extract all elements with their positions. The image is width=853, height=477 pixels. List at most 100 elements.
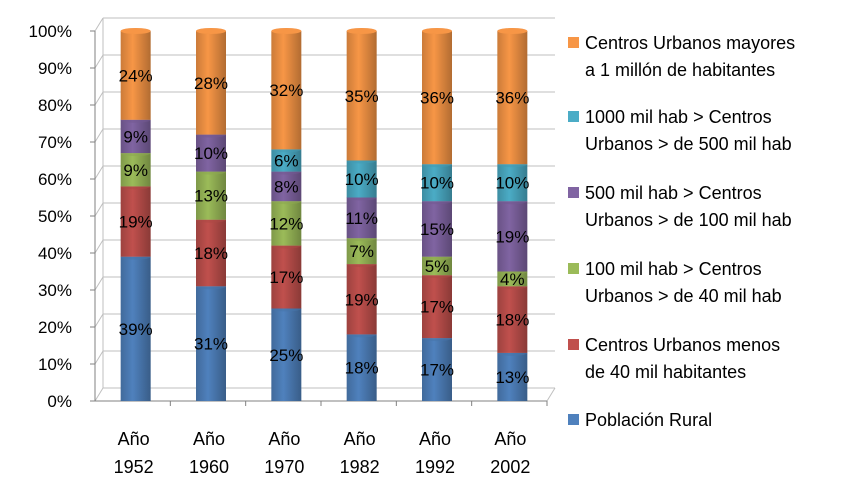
legend-swatch [568, 339, 579, 350]
data-label: 13% [194, 187, 228, 206]
legend-item-40-100-mil: 100 mil hab > Centros Urbanos > de 40 mi… [568, 256, 853, 310]
data-label: 19% [345, 290, 379, 309]
bar-segment [120, 119, 151, 154]
bar-segment [346, 31, 377, 161]
gridline-depth [94, 165, 104, 180]
bar-segment [422, 275, 452, 339]
gridline-depth [94, 276, 104, 291]
legend-swatch [568, 37, 579, 48]
legend-swatch [568, 263, 579, 274]
legend-swatch [568, 187, 579, 198]
bar-top-cap [497, 28, 528, 34]
data-label: 35% [345, 87, 379, 106]
bar-top-cap [422, 28, 452, 34]
data-label: 10% [495, 174, 529, 193]
data-label: 25% [269, 346, 303, 365]
data-label: 18% [345, 359, 379, 378]
y-tick-label: 100% [29, 22, 72, 41]
legend-swatch [568, 414, 579, 425]
bar-segment [196, 134, 226, 172]
gridline-depth [94, 313, 104, 328]
data-label: 6% [274, 152, 299, 171]
x-tick-label: Año [118, 429, 150, 449]
legend-item-menos-40-mil: Centros Urbanos menos de 40 mil habitant… [568, 332, 853, 386]
x-tick-label: 1960 [189, 457, 229, 477]
bar-segment [196, 31, 226, 135]
data-label: 11% [345, 209, 378, 228]
gridline-depth [94, 54, 104, 69]
data-label: 32% [269, 81, 303, 100]
bar-top-cap [120, 28, 151, 34]
legend-label: Centros Urbanos mayores a 1 millón de ha… [585, 33, 796, 80]
data-label: 10% [194, 144, 228, 163]
y-tick-label: 0% [47, 392, 72, 411]
bar-segment [196, 219, 226, 287]
bar-top-cap [196, 28, 226, 34]
gridlines [94, 17, 556, 402]
legend-item-poblacion-rural: Población Rural [568, 407, 853, 434]
bar-segment [497, 286, 528, 353]
y-tick-label: 70% [38, 133, 72, 152]
x-tick-label: 2002 [490, 457, 530, 477]
gridline-depth [94, 128, 104, 143]
y-tick-label: 90% [38, 59, 72, 78]
gridline-depth [94, 202, 104, 217]
y-tick-label: 60% [38, 170, 72, 189]
legend-item-500-1000-mil: 1000 mil hab > Centros Urbanos > de 500 … [568, 104, 853, 158]
gridline-depth [94, 350, 104, 365]
bar-segment [346, 238, 377, 265]
y-tick-label: 50% [38, 207, 72, 226]
bar-segment [346, 334, 377, 401]
data-label: 15% [420, 220, 454, 239]
bar-segment [422, 338, 452, 401]
data-label: 18% [194, 244, 228, 263]
data-label: 10% [420, 174, 454, 193]
data-label: 36% [495, 89, 529, 108]
y-tick-label: 40% [38, 244, 72, 263]
data-label: 24% [119, 66, 153, 85]
x-tick-label: 1952 [114, 457, 154, 477]
bar-segment [271, 31, 302, 150]
bar-segment [271, 149, 302, 172]
data-label: 17% [420, 361, 454, 380]
gridline-depth [94, 17, 104, 32]
bar-segment [271, 171, 302, 202]
legend-label: 500 mil hab > Centros Urbanos > de 100 m… [585, 183, 792, 230]
bar-segment [196, 171, 226, 220]
bar-segment [196, 286, 226, 401]
data-label: 9% [123, 127, 148, 146]
x-tick-label: Año [193, 429, 225, 449]
legend-label: 100 mil hab > Centros Urbanos > de 40 mi… [585, 259, 782, 306]
data-label: 12% [269, 214, 303, 233]
y-tick-label: 80% [38, 96, 72, 115]
data-label: 28% [194, 74, 228, 93]
bar-top-cap [271, 28, 302, 34]
data-label: 13% [495, 368, 529, 387]
legend-swatch [568, 111, 579, 122]
bar-segment [120, 186, 151, 257]
bar-segment [497, 164, 528, 202]
y-axis: 0% 10% 20% 30% 40% 50% 60% 70% 80% 90% 100% [29, 22, 548, 411]
bar-segment [271, 245, 302, 309]
data-label: 19% [495, 227, 529, 246]
data-label: 17% [269, 268, 303, 287]
bar-segment [497, 271, 528, 287]
bar-segment [120, 153, 151, 187]
bar-segment [346, 264, 377, 335]
data-label: 19% [119, 213, 153, 232]
bar-segment [120, 31, 151, 120]
bars [120, 28, 528, 401]
floor-edge [546, 387, 556, 402]
x-tick-label: 1992 [415, 457, 455, 477]
bar-segment [422, 164, 452, 202]
x-tick-label: Año [494, 429, 526, 449]
data-label: 9% [123, 161, 148, 180]
gridline-depth [94, 387, 104, 402]
gridline-depth [94, 239, 104, 254]
bar-segment [346, 160, 377, 198]
data-label: 10% [345, 170, 379, 189]
bar-segment [497, 31, 528, 165]
legend-label: 1000 mil hab > Centros Urbanos > de 500 … [585, 107, 792, 154]
x-tick-label: Año [344, 429, 376, 449]
